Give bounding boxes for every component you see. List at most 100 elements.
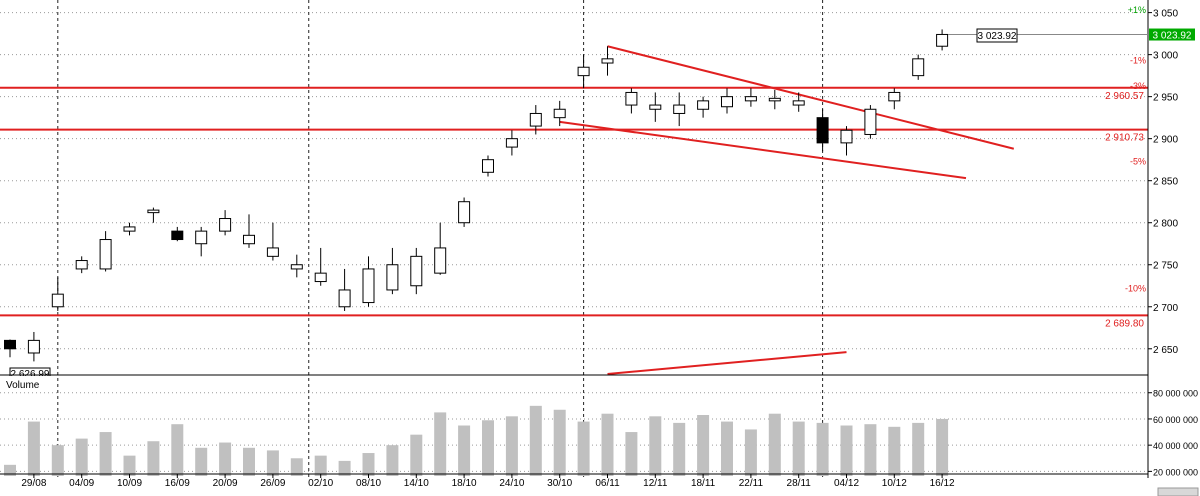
time-tick-label: 16/12 xyxy=(930,478,955,489)
volume-bar xyxy=(219,442,232,476)
volume-panel-title: Volume xyxy=(6,380,40,391)
candle-body xyxy=(768,97,781,102)
volume-bar xyxy=(505,416,518,476)
time-tick-label: 24/10 xyxy=(499,478,524,489)
time-tick-label: 08/10 xyxy=(356,478,381,489)
level-label: 2 910.73 xyxy=(1105,133,1144,144)
volume-bar xyxy=(721,421,733,476)
volume-bar xyxy=(601,413,614,476)
candle-body xyxy=(936,33,949,47)
candle-series xyxy=(4,29,949,362)
horizontal-levels xyxy=(0,86,1148,317)
candle-body xyxy=(27,339,40,354)
volume-tick-label: 60 000 000 xyxy=(1153,415,1198,425)
time-tick-label: 26/09 xyxy=(260,478,285,489)
time-tick-label: 04/09 xyxy=(69,478,94,489)
volume-bar xyxy=(816,422,829,476)
candle-body xyxy=(434,247,447,274)
time-tick-label: 18/10 xyxy=(452,478,477,489)
volume-bar xyxy=(75,438,88,476)
volume-tick-label: 20 000 000 xyxy=(1153,467,1198,477)
price-tick-label: 2 850 xyxy=(1153,177,1178,188)
candle-body xyxy=(529,112,542,127)
volume-bar xyxy=(314,455,327,476)
time-tick-label: 10/09 xyxy=(117,478,142,489)
candle-body xyxy=(386,264,399,291)
volume-bar xyxy=(936,418,949,476)
volume-bar xyxy=(386,445,399,476)
time-tick-label: 02/10 xyxy=(308,478,333,489)
volume-bar xyxy=(697,415,710,476)
volume-bar xyxy=(434,412,447,476)
time-tick-label: 30/10 xyxy=(547,478,572,489)
volume-bar xyxy=(290,458,303,476)
candle-body xyxy=(4,339,16,350)
scroll-thumb[interactable] xyxy=(1157,487,1199,496)
candle-body xyxy=(171,230,184,241)
candle-body xyxy=(912,58,925,77)
volume-bar xyxy=(338,460,351,476)
price-tick-label: 3 000 xyxy=(1153,51,1178,62)
candle-body xyxy=(458,201,471,224)
volume-bar xyxy=(864,424,877,476)
volume-bar xyxy=(888,426,901,476)
time-tick-label: 18/11 xyxy=(691,478,716,489)
volume-bar xyxy=(529,405,542,476)
price-tick-label: 2 750 xyxy=(1153,261,1178,272)
price-tick-label: 2 950 xyxy=(1153,93,1178,104)
price-tick-label: 3 050 xyxy=(1153,9,1178,20)
time-tick-label: 22/11 xyxy=(739,478,764,489)
candle-body xyxy=(721,96,733,108)
candle-body xyxy=(123,226,136,232)
pct-marker-label: -10% xyxy=(1125,283,1146,293)
volume-bar xyxy=(410,434,423,476)
candle-body xyxy=(75,260,88,270)
time-tick-label: 10/12 xyxy=(882,478,907,489)
candle-body xyxy=(792,100,805,106)
trendlines xyxy=(559,45,1015,375)
volume-series xyxy=(4,405,949,476)
volume-bar xyxy=(482,420,494,476)
candle-body xyxy=(601,58,614,64)
volume-bar xyxy=(4,464,16,476)
trendline xyxy=(607,351,847,375)
time-tick-label: 20/09 xyxy=(213,478,238,489)
candle-body xyxy=(553,108,566,119)
last-price-tag-box xyxy=(976,28,1018,43)
price-tick-label: 2 700 xyxy=(1153,303,1178,314)
candle-body xyxy=(362,268,375,304)
volume-bar xyxy=(458,425,471,476)
labels-layer: 2 960.57 2 910.73 2 689.80 +1% -1% -3% -5% -10%… xyxy=(0,5,1199,496)
time-tick-label: 12/11 xyxy=(643,478,668,489)
volume-bar xyxy=(792,421,805,476)
time-tick-label: 04/12 xyxy=(834,478,859,489)
time-tick-label: 14/10 xyxy=(404,478,429,489)
time-tick-label: 16/09 xyxy=(165,478,190,489)
time-tick-label: 28/11 xyxy=(787,478,812,489)
volume-bar xyxy=(171,424,184,476)
pct-marker-label: -3% xyxy=(1130,81,1146,91)
price-tick-label: 2 800 xyxy=(1153,219,1178,230)
candle-body xyxy=(99,239,112,270)
price-tick-label: 2 900 xyxy=(1153,135,1178,146)
volume-bar xyxy=(147,441,160,476)
pct-marker-label: -1% xyxy=(1130,56,1146,66)
time-tick-label: 06/11 xyxy=(595,478,620,489)
candle-body xyxy=(195,230,208,245)
grid-layer xyxy=(0,12,1148,472)
volume-bar xyxy=(744,429,757,476)
volume-bar xyxy=(577,421,590,476)
candle-body xyxy=(266,247,279,257)
price-tick-label: 2 650 xyxy=(1153,345,1178,356)
volume-bar xyxy=(840,425,853,476)
volume-bar xyxy=(649,416,662,476)
last-price-tag: 3 023.92 xyxy=(978,31,1017,42)
volume-bar xyxy=(123,455,136,476)
candle-body xyxy=(314,272,327,283)
candle-body xyxy=(243,234,255,245)
candle-body xyxy=(864,108,877,135)
volume-bar xyxy=(362,453,375,476)
volume-bar xyxy=(243,447,255,476)
